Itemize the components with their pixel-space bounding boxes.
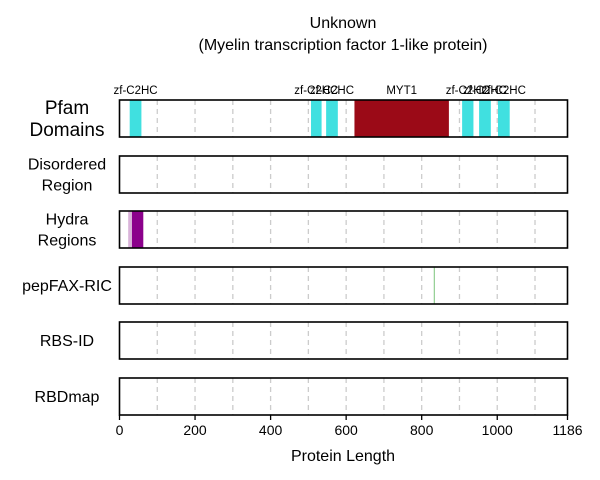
feature-bar [497, 100, 510, 137]
x-axis-label: Protein Length [291, 448, 395, 465]
x-axis: 0 200 400 600 800 1000 1186 [116, 415, 583, 438]
track-5: RBDmap [35, 377, 569, 416]
track-label: RBDmap [35, 389, 100, 406]
feature-label: MYT1 [386, 85, 417, 97]
track-frame [118, 155, 569, 194]
track-frame [118, 377, 569, 416]
track-2: Hydra Regions [38, 210, 569, 250]
feature-bar [131, 211, 144, 248]
track-label: Pfam Domains [30, 98, 105, 141]
chart-title: Unknown [310, 15, 377, 32]
track-4: RBS-ID [40, 321, 569, 360]
feature-bar [462, 100, 474, 137]
track-label: Hydra Regions [38, 212, 97, 250]
x-tick-label: 400 [259, 422, 283, 438]
x-tick-label: 1186 [552, 422, 582, 438]
track-label: Disordered Region [28, 157, 106, 195]
x-tick-label: 1000 [482, 422, 513, 438]
track-3: pepFAX-RIC [22, 266, 569, 305]
feature-bar [433, 267, 435, 304]
feature-label: zf-C2HC [294, 85, 338, 97]
feature-bar [129, 100, 142, 137]
track-label: pepFAX-RIC [22, 278, 112, 295]
x-tick-label: 0 [116, 422, 124, 438]
feature-bar [326, 100, 338, 137]
feature-label: zf-C2HC [482, 85, 526, 97]
track-frame [118, 266, 569, 305]
track-frame [118, 321, 569, 360]
track-frame [118, 210, 569, 249]
feature-label: zf-C2HC [463, 85, 507, 97]
feature-label: zf-C2HC [446, 85, 490, 97]
feature-bar [311, 100, 322, 137]
track-label: RBS-ID [40, 333, 94, 350]
track-1: Disordered Region [28, 155, 569, 195]
feature-label: zf-C2HC [114, 85, 158, 97]
x-tick-label: 800 [410, 422, 434, 438]
chart-subtitle: (Myelin transcription factor 1-like prot… [199, 37, 488, 54]
feature-label: zf-C2HC [310, 85, 354, 97]
x-tick-label: 600 [334, 422, 358, 438]
feature-bar [354, 100, 449, 137]
track-frame [118, 99, 569, 138]
x-tick-label: 200 [183, 422, 207, 438]
feature-bar [479, 100, 491, 137]
feature-bar [128, 211, 132, 248]
